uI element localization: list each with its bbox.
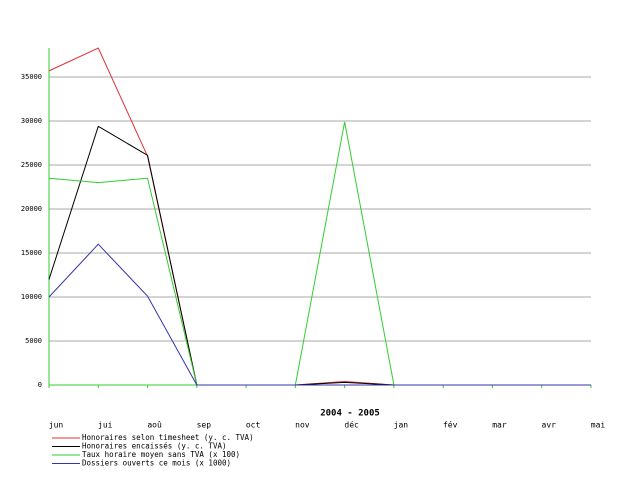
y-tick-label: 25000 xyxy=(21,161,42,169)
x-tick-label: mai xyxy=(591,421,606,430)
legend-label: Honoraires encaissés (y. c. TVA) xyxy=(82,442,227,451)
y-tick-label: 10000 xyxy=(21,293,42,301)
x-tick-label: jun xyxy=(49,421,64,430)
x-tick-label: aoû xyxy=(147,421,162,430)
legend-label: Honoraires selon timesheet (y. c. TVA) xyxy=(82,433,254,442)
legend-label: Dossiers ouverts ce mois (x 1000) xyxy=(82,459,231,468)
y-tick-label: 5000 xyxy=(25,337,42,345)
y-tick-label: 20000 xyxy=(21,205,42,213)
legend-label: Taux horaire moyen sans TVA (x 100) xyxy=(82,450,240,459)
y-tick-label: 15000 xyxy=(21,249,42,257)
x-tick-label: avr xyxy=(542,421,557,430)
x-tick-label: oct xyxy=(246,421,261,430)
x-tick-label: jan xyxy=(394,421,409,430)
x-tick-label: fév xyxy=(443,420,458,430)
y-tick-label: 0 xyxy=(38,381,42,389)
x-tick-label: nov xyxy=(295,421,310,430)
series-line xyxy=(48,47,591,386)
x-tick-label: mar xyxy=(492,421,507,430)
x-tick-label: déc xyxy=(344,420,359,430)
series-line xyxy=(48,243,591,386)
y-tick-label: 30000 xyxy=(21,117,42,125)
x-tick-label: jui xyxy=(98,421,113,430)
y-tick-label: 35000 xyxy=(21,73,42,81)
x-tick-label: sep xyxy=(197,421,212,430)
x-axis-title: 2004 - 2005 xyxy=(320,409,380,419)
